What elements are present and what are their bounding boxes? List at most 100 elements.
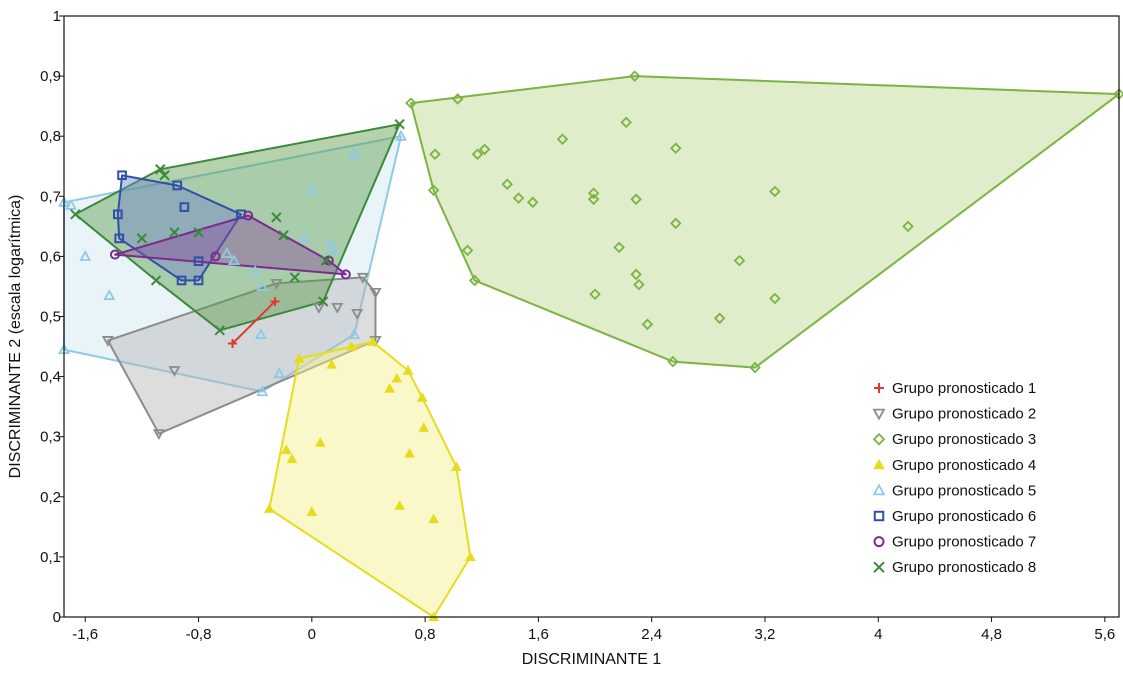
group-3-point-3 <box>429 148 441 161</box>
group-5-point-11 <box>273 367 286 379</box>
group-3-point-15 <box>589 288 601 301</box>
group-3-point-22 <box>641 318 654 331</box>
group-4-point-20 <box>394 500 405 510</box>
group-3-point-16 <box>613 241 625 254</box>
group-5-point-8 <box>249 265 262 276</box>
group-3-point-29 <box>769 185 781 198</box>
group-5-point-6 <box>220 247 233 258</box>
group-6-point-3 <box>114 233 125 244</box>
group-5-point-19 <box>395 129 408 141</box>
legend-label-1: Grupo pronosticado 1 <box>892 380 1036 397</box>
group-7-hull <box>114 214 347 276</box>
x-tick-label: -1,6 <box>72 626 98 643</box>
group-4-point-5 <box>314 437 326 447</box>
group-3-point-23 <box>669 142 682 154</box>
group-3-point-28 <box>749 361 761 374</box>
y-tick-label: 1 <box>53 8 61 25</box>
legend-item-6: Grupo pronosticado 6 <box>873 508 1036 525</box>
group-4-point-1 <box>263 503 275 513</box>
group-4-point-6 <box>306 506 318 516</box>
group-3-point-21 <box>633 278 645 291</box>
group-1-point-2 <box>270 296 280 306</box>
group-6-point-8 <box>193 275 204 286</box>
group-4-hull <box>268 340 472 618</box>
legend-marker-1 <box>874 383 884 393</box>
group-6-point-2 <box>112 209 123 220</box>
group-8-point-4 <box>150 275 162 286</box>
x-tick-label: 5,6 <box>1094 626 1115 643</box>
group-6-point-6 <box>176 275 187 286</box>
y-tick-label: 0,3 <box>40 429 61 446</box>
legend-marker-5 <box>872 483 886 496</box>
group-1-point-1 <box>228 339 238 349</box>
hull-layer <box>63 75 1120 618</box>
legend-item-3: Grupo pronosticado 3 <box>872 431 1036 448</box>
group-2-point-7 <box>351 308 364 320</box>
group-4-point-19 <box>465 551 476 561</box>
legend: Grupo pronosticado 1 Grupo pronosticado 2… <box>872 380 1036 576</box>
group-4-point-15 <box>418 422 430 432</box>
legend-marker-4 <box>873 458 885 470</box>
y-tick-label: 0,5 <box>40 309 61 326</box>
group-2-point-2 <box>152 429 165 441</box>
group-4-point-12 <box>402 365 414 375</box>
group-3-point-8 <box>478 143 491 156</box>
group-5-point-3 <box>65 198 78 210</box>
group-4-point-3 <box>280 444 292 455</box>
group-5-point-18 <box>348 328 361 340</box>
group-3-point-5 <box>461 244 474 257</box>
group-6-hull <box>116 174 242 282</box>
legend-marker-2 <box>872 408 886 421</box>
y-axis-title: DISCRIMINANTE 2 (escala logarítmica) <box>7 195 24 479</box>
group-5-point-14 <box>305 182 318 194</box>
group-4-point-4 <box>286 453 298 464</box>
group-2-point-4 <box>270 278 283 290</box>
legend-item-7: Grupo pronosticado 7 <box>873 534 1036 551</box>
x-tick-label: 0 <box>308 626 316 643</box>
group-5-point-4 <box>79 250 92 261</box>
group-4-point-14 <box>416 392 428 402</box>
group-6-point-7 <box>193 256 204 267</box>
group-5-point-17 <box>348 147 361 159</box>
group-3-point-19 <box>630 268 642 281</box>
x-axis-title: DISCRIMINANTE 1 <box>522 651 662 668</box>
group-5-point-10 <box>254 328 267 340</box>
group-7-point-5 <box>340 269 351 280</box>
group-8-point-8 <box>214 325 225 336</box>
x-tick-label: 0,8 <box>415 626 436 643</box>
group-7-point-3 <box>243 210 254 221</box>
group-7-point-1 <box>109 249 121 260</box>
group-4-point-8 <box>346 341 357 351</box>
group-3-point-30 <box>769 292 781 305</box>
y-tick-label: 0 <box>53 609 61 626</box>
group-4-point-2 <box>293 353 305 363</box>
group-6-point-5 <box>179 202 190 212</box>
group-3-point-14 <box>587 193 600 206</box>
group-4-point-11 <box>391 372 403 383</box>
group-4-point-17 <box>428 513 439 524</box>
group-2-point-6 <box>331 302 344 314</box>
legend-item-8: Grupo pronosticado 8 <box>873 559 1036 576</box>
y-tick-label: 0,9 <box>40 68 61 85</box>
group-5-point-16 <box>327 244 340 255</box>
group-6-point-1 <box>117 170 127 181</box>
group-8-point-1 <box>70 209 81 220</box>
y-tick-label: 0,2 <box>40 489 61 506</box>
group-3-point-6 <box>468 274 481 287</box>
legend-marker-6 <box>873 510 885 522</box>
group-3-point-27 <box>733 254 746 267</box>
x-tick-label: 3,2 <box>755 626 776 643</box>
y-tick-label: 0,1 <box>40 549 61 566</box>
y-tick-label: 0,7 <box>40 188 61 205</box>
x-tick-label: 2,4 <box>641 626 662 643</box>
group-3-point-10 <box>512 192 525 204</box>
legend-label-2: Grupo pronosticado 2 <box>892 406 1036 423</box>
group-6-point-4 <box>172 180 183 191</box>
group-2-point-8 <box>356 272 369 284</box>
group-2-point-9 <box>369 287 382 299</box>
group-3-point-12 <box>556 133 569 145</box>
group-3-point-25 <box>667 355 679 368</box>
y-tick-label: 0,4 <box>40 369 61 386</box>
group-3-point-11 <box>526 196 539 209</box>
group-4-point-13 <box>404 447 415 458</box>
